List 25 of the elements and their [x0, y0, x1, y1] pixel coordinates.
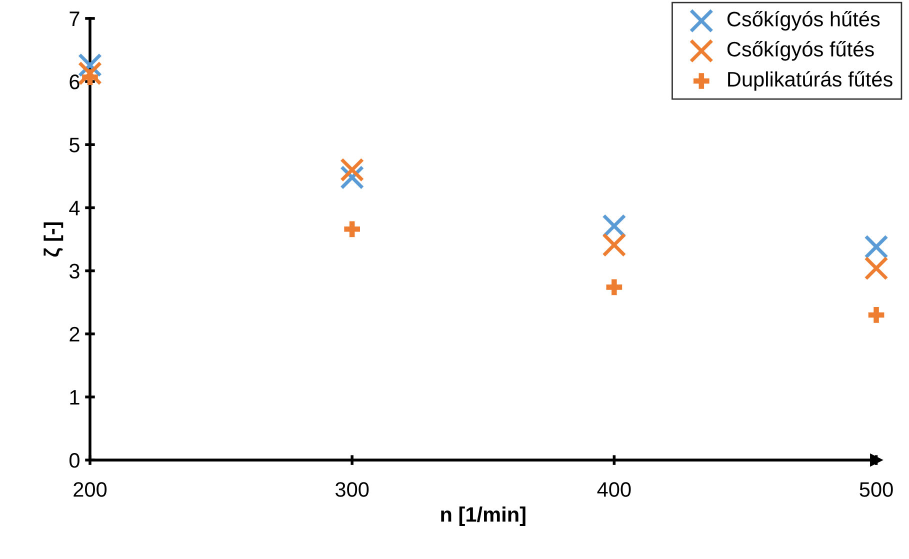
point	[340, 158, 364, 182]
y-tick-label: 6	[70, 74, 80, 90]
point	[82, 69, 98, 86]
x-tick-label: 400	[597, 482, 631, 497]
point	[344, 221, 360, 238]
y-tick-label: 5	[70, 138, 80, 152]
legend-label: Duplikatúrás fűtés	[728, 71, 892, 91]
point	[602, 232, 626, 257]
y-tick-label: 1	[70, 390, 80, 405]
legend-label: Csőkígyós hűtés	[727, 10, 880, 31]
y-tick-label: 3	[69, 264, 80, 279]
legend-label: Csőkígyós fűtés	[727, 41, 874, 61]
y-axis-title: ζ [-]	[44, 222, 64, 257]
point	[864, 234, 888, 259]
y-tick-label: 4	[69, 200, 80, 216]
x-tick-label: 500	[860, 482, 893, 497]
y-tick-label: 0	[69, 453, 80, 468]
y-tick-label: 2	[70, 326, 80, 342]
y-tick-label: 7	[70, 12, 80, 26]
x-axis-title: n [1/min]	[441, 506, 526, 526]
point	[606, 279, 622, 296]
point	[864, 256, 888, 280]
x-tick-label: 200	[74, 482, 107, 497]
point	[868, 307, 884, 323]
x-tick-label: 300	[336, 482, 369, 497]
